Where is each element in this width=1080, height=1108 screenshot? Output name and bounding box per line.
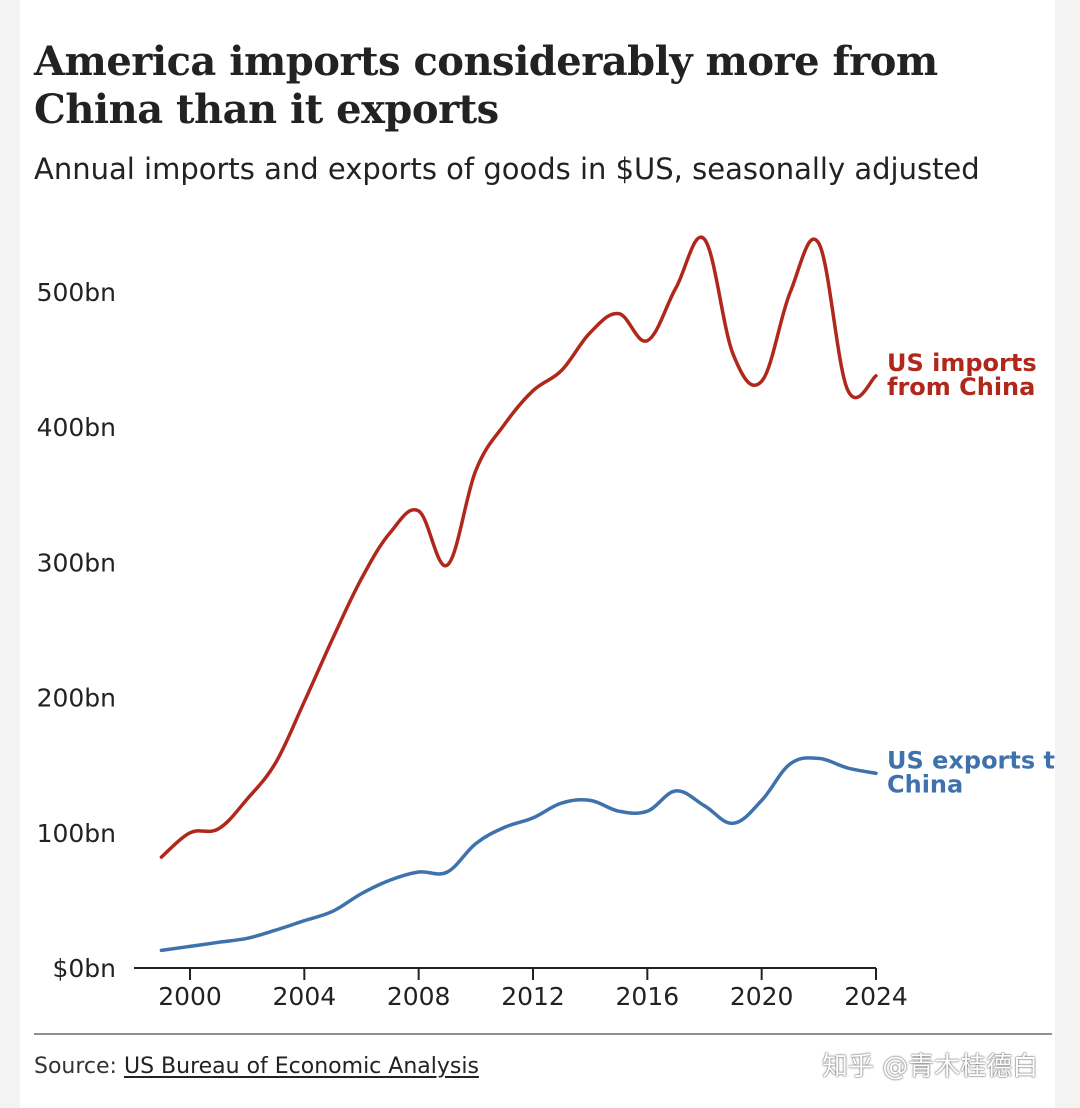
imports-series-label-line: from China <box>887 373 1035 401</box>
y-tick-label: 500bn <box>37 278 116 307</box>
y-tick-label: 200bn <box>37 684 116 713</box>
source-note: Source: US Bureau of Economic Analysis <box>34 1052 479 1082</box>
y-tick-label: $0bn <box>52 954 116 983</box>
y-tick-label: 100bn <box>37 819 116 848</box>
x-tick-label: 2000 <box>158 982 222 1011</box>
x-tick-label: 2024 <box>844 982 908 1011</box>
chart-subtitle: Annual imports and exports of goods in $… <box>34 152 980 186</box>
chart-card <box>20 0 1055 1108</box>
x-tick-label: 2020 <box>730 982 794 1011</box>
line-chart: $0bn 100bn 200bn 300bn 400bn 500bn 2000 2004 200… <box>37 235 1055 1011</box>
exports-series-label-line: US exports t <box>887 746 1055 774</box>
x-tick-label: 2012 <box>501 982 565 1011</box>
imports-line <box>159 235 878 859</box>
footer-divider <box>34 1033 1052 1035</box>
source-prefix: Source: <box>34 1054 124 1079</box>
y-tick-label: 300bn <box>37 548 116 577</box>
x-tick-label: 2008 <box>387 982 451 1011</box>
x-tick-label: 2004 <box>273 982 337 1011</box>
y-tick-label: 400bn <box>37 413 116 442</box>
source-link[interactable]: US Bureau of Economic Analysis <box>123 1054 479 1079</box>
exports-series-label-line: China <box>887 770 963 798</box>
imports-series-label-line: US imports <box>887 349 1037 377</box>
exports-line <box>159 756 878 953</box>
watermark: 知乎 @青木桂德白 <box>822 1052 1039 1082</box>
chart-title: America imports considerably more from C… <box>34 38 938 133</box>
x-tick-label: 2016 <box>616 982 680 1011</box>
